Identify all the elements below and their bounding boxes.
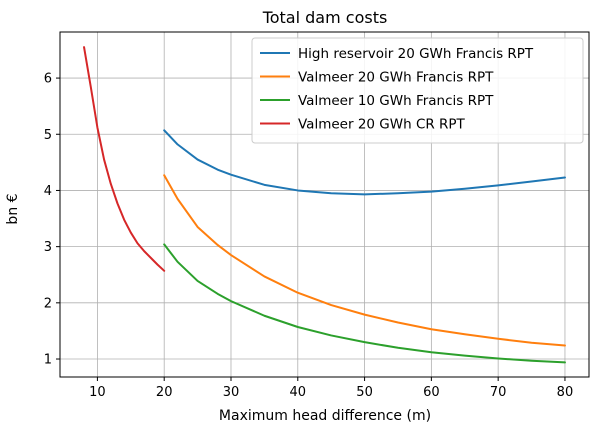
x-tick-label: 20	[156, 385, 173, 400]
x-tick-label: 50	[356, 385, 373, 400]
x-tick-label: 30	[223, 385, 240, 400]
x-tick-label: 10	[89, 385, 106, 400]
x-tick-label: 60	[423, 385, 440, 400]
legend: High reservoir 20 GWh Francis RPT Valmeer…	[252, 38, 583, 143]
x-axis-label: Maximum head difference (m)	[219, 408, 431, 424]
y-axis-label: bn €	[5, 193, 21, 224]
y-tick-label: 3	[44, 240, 52, 255]
x-tick-label: 70	[490, 385, 507, 400]
chart-title: Total dam costs	[262, 8, 388, 27]
legend-label: Valmeer 20 GWh Francis RPT	[298, 70, 494, 86]
y-tick-label: 4	[44, 184, 52, 199]
y-tick-label: 6	[44, 72, 52, 87]
y-tick-label: 1	[44, 353, 52, 368]
legend-label: Valmeer 10 GWh Francis RPT	[298, 93, 494, 109]
y-tick-label: 5	[44, 128, 52, 143]
x-tick-label: 80	[557, 385, 574, 400]
y-tick-label: 2	[44, 296, 52, 311]
legend-label: High reservoir 20 GWh Francis RPT	[298, 46, 534, 62]
x-tick-label: 40	[290, 385, 307, 400]
legend-label: Valmeer 20 GWh CR RPT	[298, 117, 466, 133]
